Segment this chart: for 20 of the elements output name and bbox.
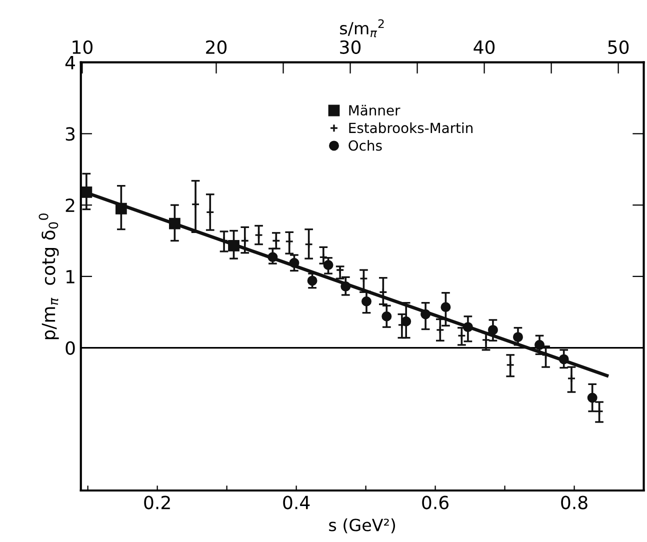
x-axis-title: s (GeV²) [329,518,396,534]
x-tick-label: 0.4 [283,496,310,510]
legend-label: Ochs [348,140,382,151]
y-axis-title: p/m$_{π}$ cotg δ$_{0}$$^{0}$ [38,214,59,340]
x-tick-label: 0.6 [422,496,449,510]
x-tick-label: 0.8 [561,496,588,510]
x2-axis-title: s/m$_{π}$$^{2}$ [340,19,384,38]
x2-tick-label: 30 [340,40,361,54]
x-tick-label: 0.2 [144,496,170,510]
legend-label: Estabrooks-Martin [349,122,472,134]
x2-tick-label: 20 [206,40,227,54]
x2-tick-label: 10 [72,40,93,54]
y-tick-label: 3 [66,127,75,141]
y-tick-label: 1 [66,270,74,284]
y-tick-label: 4 [65,56,75,70]
x2-tick-label: 40 [474,40,495,54]
legend-label: Männer [349,104,400,116]
y-tick-label: 0 [66,341,75,355]
x2-tick-label: 50 [608,40,629,54]
y-tick-label: 2 [66,198,74,212]
